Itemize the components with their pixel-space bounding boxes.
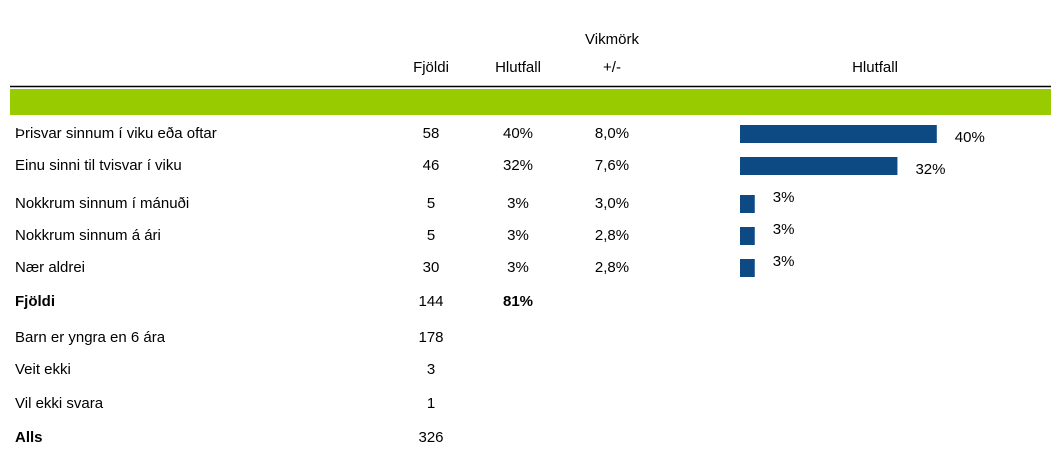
count: 1 (427, 395, 435, 412)
bar-label: 3% (773, 253, 795, 270)
count: 5 (427, 227, 435, 244)
margin: 2,8% (595, 227, 629, 244)
bar-label: 32% (915, 161, 945, 178)
share: 81% (503, 293, 533, 310)
share: 40% (503, 125, 533, 142)
row-label: Einu sinni til tvisvar í viku (15, 157, 182, 174)
green-band (10, 89, 1051, 115)
share: 3% (507, 259, 529, 276)
column-header: Hlutfall (852, 59, 898, 76)
bar-label: 3% (773, 221, 795, 238)
bar (740, 195, 755, 213)
margin: 3,0% (595, 195, 629, 212)
bar (740, 227, 755, 245)
row-label: Nær aldrei (15, 259, 85, 276)
row-label: Þrisvar sinnum í viku eða oftar (15, 125, 217, 142)
row-label: Vil ekki svara (15, 395, 104, 412)
count: 3 (427, 361, 435, 378)
bar (740, 259, 755, 277)
column-header: Hlutfall (495, 59, 541, 76)
row-label: Nokkrum sinnum á ári (15, 227, 161, 244)
count: 178 (418, 329, 443, 346)
bar-label: 40% (955, 129, 985, 146)
count: 30 (423, 259, 440, 276)
row-label: Barn er yngra en 6 ára (15, 329, 166, 346)
margin: 7,6% (595, 157, 629, 174)
bar (740, 125, 937, 143)
count: 5 (427, 195, 435, 212)
bar-label: 3% (773, 189, 795, 206)
count: 58 (423, 125, 440, 142)
margin: 2,8% (595, 259, 629, 276)
bar (740, 157, 898, 175)
column-header: +/- (603, 59, 621, 76)
margin: 8,0% (595, 125, 629, 142)
share: 3% (507, 227, 529, 244)
count: 46 (423, 157, 440, 174)
share: 32% (503, 157, 533, 174)
row-label: Nokkrum sinnum í mánuði (15, 195, 189, 212)
group-header: Vikmörk (585, 31, 639, 48)
count: 144 (418, 293, 443, 310)
column-header: Fjöldi (413, 59, 449, 76)
row-label: Alls (15, 429, 43, 446)
row-label: Fjöldi (15, 293, 55, 310)
count: 326 (418, 429, 443, 446)
share: 3% (507, 195, 529, 212)
row-label: Veit ekki (15, 361, 71, 378)
